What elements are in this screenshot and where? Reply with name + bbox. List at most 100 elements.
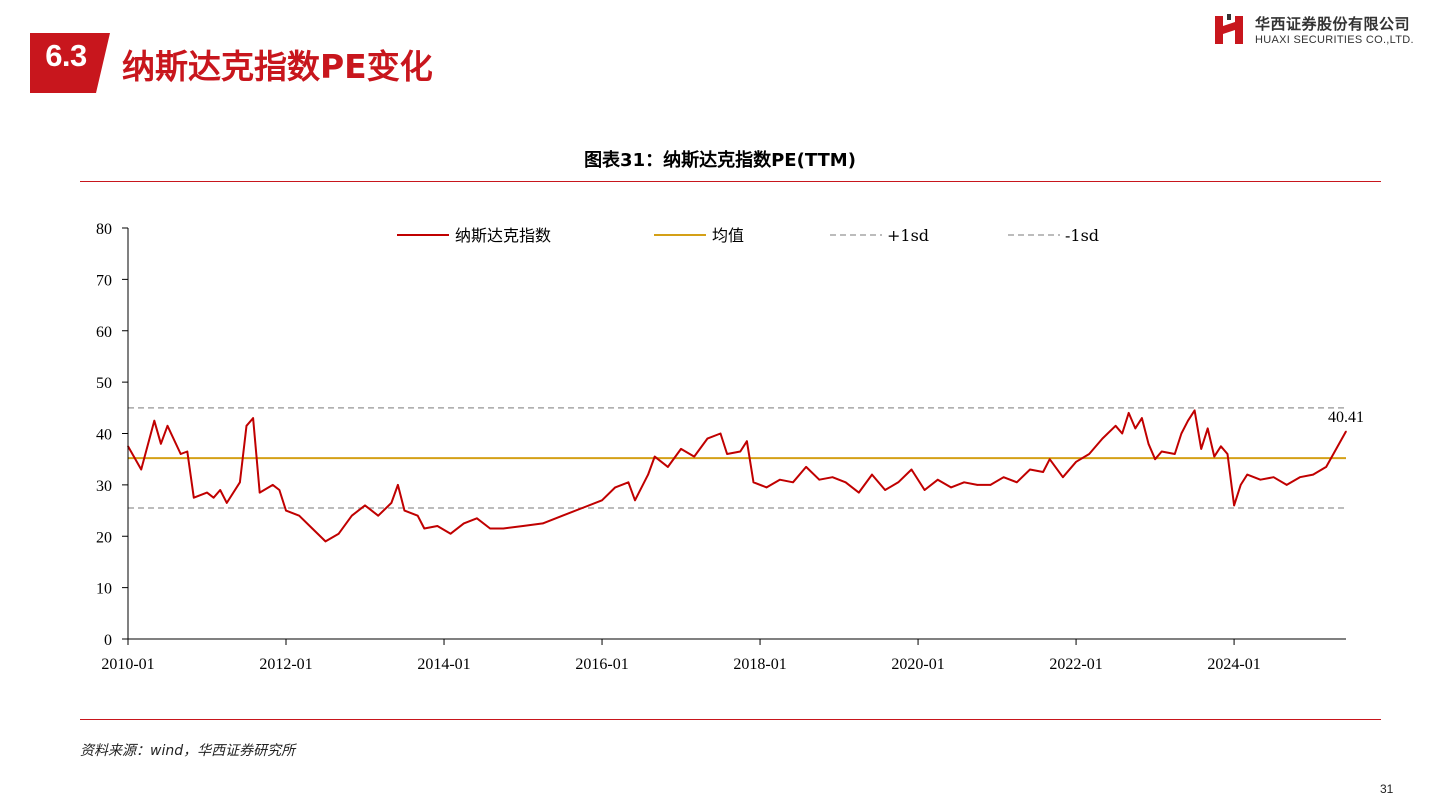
pe-data-point bbox=[739, 450, 742, 453]
pe-data-point bbox=[884, 489, 886, 491]
pe-data-point bbox=[239, 481, 241, 484]
pe-data-point bbox=[311, 527, 314, 530]
pe-data-point bbox=[858, 491, 860, 494]
legend-label: +1sd bbox=[887, 226, 929, 245]
pe-data-point bbox=[285, 509, 287, 512]
pe-data-point bbox=[634, 499, 636, 502]
pe-data-point bbox=[614, 486, 616, 489]
pe-data-point bbox=[1174, 453, 1176, 455]
pe-data-point bbox=[1147, 443, 1150, 445]
pe-data-point bbox=[463, 522, 465, 525]
pe-data-point bbox=[258, 491, 261, 494]
y-tick-label: 50 bbox=[96, 375, 112, 392]
pe-data-point bbox=[667, 466, 669, 468]
section-title: 纳斯达克指数PE变化 bbox=[122, 47, 433, 86]
figure-title: 图表31：纳斯达克指数PE(TTM) bbox=[584, 150, 856, 171]
pe-data-point bbox=[719, 432, 722, 435]
pe-data-point bbox=[601, 499, 603, 502]
pe-data-point bbox=[166, 425, 169, 427]
x-tick-label: 2016-01 bbox=[575, 656, 628, 673]
y-tick-label: 0 bbox=[104, 632, 112, 649]
pe-data-point bbox=[871, 473, 873, 476]
pe-data-point bbox=[476, 517, 478, 520]
pe-data-point bbox=[324, 540, 327, 543]
pe-data-point bbox=[1239, 484, 1242, 486]
pe-data-point bbox=[403, 509, 406, 512]
chart-legend: 纳斯达克指数 均值 +1sd -1sd bbox=[397, 226, 1099, 245]
pe-data-point bbox=[489, 527, 491, 530]
x-axis-ticks: 2010-01 2012-01 2014-01 2016-01 2018-01 2020-… bbox=[101, 639, 1261, 673]
pe-data-point bbox=[706, 437, 709, 440]
x-tick-label: 2024-01 bbox=[1207, 656, 1260, 673]
pe-data-point bbox=[1299, 476, 1301, 479]
pe-data-point bbox=[278, 489, 281, 491]
pe-data-point bbox=[397, 484, 399, 486]
pe-data-point bbox=[226, 502, 228, 504]
pe-data-point bbox=[1325, 466, 1327, 468]
figure-bottom-rule bbox=[80, 719, 1381, 720]
page-number: 31 bbox=[1380, 782, 1394, 796]
pe-series-line bbox=[127, 409, 1347, 543]
pe-data-point bbox=[186, 450, 189, 453]
pe-data-point bbox=[1180, 432, 1183, 435]
pe-data-point bbox=[1233, 504, 1235, 507]
source-note: 资料来源：wind，华西证券研究所 bbox=[80, 743, 296, 759]
pe-data-point bbox=[1154, 458, 1156, 461]
pe-data-point bbox=[390, 502, 393, 504]
axes bbox=[127, 228, 1346, 640]
pe-data-point bbox=[1285, 484, 1288, 486]
pe-data-point bbox=[193, 496, 195, 499]
logo-chinese-name: 华西证券股份有限公司 bbox=[1255, 15, 1411, 33]
pe-data-point bbox=[937, 478, 939, 481]
pe-data-point bbox=[1213, 455, 1216, 458]
pe-data-point bbox=[1029, 468, 1031, 471]
pe-data-point bbox=[1312, 473, 1314, 476]
pe-data-point bbox=[680, 448, 682, 450]
pe-data-point bbox=[831, 476, 834, 479]
pe-data-point bbox=[1048, 458, 1051, 461]
pe-data-point bbox=[792, 481, 794, 484]
pe-data-point bbox=[1141, 417, 1143, 419]
pe-data-point bbox=[364, 504, 366, 507]
pe-data-point bbox=[779, 478, 781, 481]
pe-data-point bbox=[653, 455, 656, 458]
pe-data-point bbox=[989, 484, 992, 486]
pe-data-point bbox=[950, 486, 952, 489]
pe-data-point bbox=[1345, 430, 1347, 433]
pe-data-point bbox=[844, 481, 847, 484]
pe-data-point bbox=[693, 455, 695, 458]
x-tick-label: 2022-01 bbox=[1049, 656, 1102, 673]
pe-data-point bbox=[542, 522, 544, 525]
pe-data-point bbox=[1088, 453, 1090, 455]
pe-data-point bbox=[245, 425, 248, 427]
pe-data-point bbox=[910, 468, 913, 471]
pe-data-point bbox=[627, 481, 630, 484]
x-tick-label: 2018-01 bbox=[733, 656, 786, 673]
series-layer bbox=[127, 409, 1347, 543]
pe-data-point bbox=[1002, 476, 1005, 479]
y-tick-label: 80 bbox=[96, 221, 112, 238]
reference-lines bbox=[128, 407, 1346, 509]
y-tick-label: 10 bbox=[96, 581, 112, 598]
pe-data-point bbox=[1042, 471, 1044, 473]
company-logo: 华西证券股份有限公司 HUAXI SECURITIES CO.,LTD. bbox=[1213, 12, 1428, 48]
legend-label: 纳斯达克指数 bbox=[455, 226, 551, 245]
x-tick-label: 2014-01 bbox=[417, 656, 470, 673]
y-axis-ticks: 0 10 20 30 40 50 60 70 80 bbox=[96, 221, 128, 649]
pe-data-point bbox=[377, 514, 380, 517]
pe-data-point bbox=[206, 491, 208, 494]
pe-data-point bbox=[252, 417, 254, 419]
pe-data-point bbox=[1075, 461, 1077, 463]
pe-data-point bbox=[726, 453, 728, 455]
pe-data-point bbox=[1016, 481, 1018, 484]
last-value-label: 40.41 bbox=[1328, 409, 1364, 426]
pe-data-point bbox=[1134, 427, 1137, 430]
pe-data-point bbox=[219, 489, 221, 491]
pe-data-point bbox=[1127, 412, 1130, 414]
section-number: 6.3 bbox=[45, 38, 87, 73]
pe-data-point bbox=[561, 514, 564, 517]
pe-data-point bbox=[647, 473, 649, 476]
pe-data-point bbox=[1187, 419, 1189, 422]
pe-data-point bbox=[1226, 453, 1229, 455]
